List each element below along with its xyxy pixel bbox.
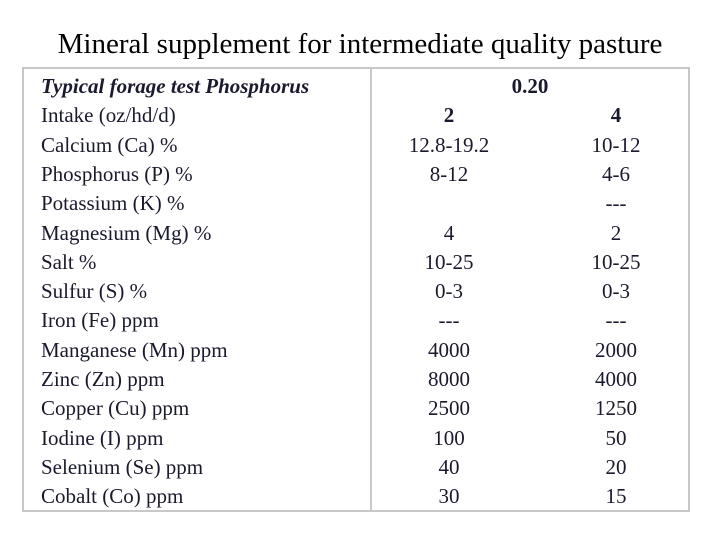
table-row: Intake (oz/hd/d) 2 4: [24, 101, 688, 130]
table-row: Sulfur (S) % 0-3 0-3: [24, 277, 688, 306]
row-label: Phosphorus (P) %: [41, 160, 193, 189]
table-row: Salt % 10-25 10-25: [24, 248, 688, 277]
row-label: Copper (Cu) ppm: [41, 394, 189, 423]
table-row: Selenium (Se) ppm 40 20: [24, 453, 688, 482]
row-value-b: 2000: [546, 336, 686, 365]
table-row: Potassium (K) % ---: [24, 189, 688, 218]
row-value-a: 2: [379, 101, 519, 130]
row-value-a: 10-25: [379, 248, 519, 277]
row-value-a: 8000: [379, 365, 519, 394]
table-row: Phosphorus (P) % 8-12 4-6: [24, 160, 688, 189]
row-value-b: 50: [546, 424, 686, 453]
row-value-b: 20: [546, 453, 686, 482]
row-label: Selenium (Se) ppm: [41, 453, 203, 482]
table-row: Zinc (Zn) ppm 8000 4000: [24, 365, 688, 394]
row-value-b: 4-6: [546, 160, 686, 189]
row-label: Zinc (Zn) ppm: [41, 365, 165, 394]
row-value-b: 4: [546, 101, 686, 130]
row-value-b: 10-12: [546, 131, 686, 160]
row-value-a: 8-12: [379, 160, 519, 189]
table-row: Iron (Fe) ppm --- ---: [24, 306, 688, 335]
row-value-a: 40: [379, 453, 519, 482]
row-label: Salt %: [41, 248, 96, 277]
row-value-b: 1250: [546, 394, 686, 423]
row-label: Calcium (Ca) %: [41, 131, 177, 160]
row-value-a: 12.8-19.2: [379, 131, 519, 160]
row-label: Sulfur (S) %: [41, 277, 147, 306]
row-value-b: ---: [546, 306, 686, 335]
row-label: Magnesium (Mg) %: [41, 219, 211, 248]
row-label: Iron (Fe) ppm: [41, 306, 159, 335]
row-value-a: 100: [379, 424, 519, 453]
row-value-a: 30: [379, 482, 519, 511]
row-value-b: ---: [546, 189, 686, 218]
row-label: Cobalt (Co) ppm: [41, 482, 183, 511]
row-value-b: 0-3: [546, 277, 686, 306]
supplement-table: Typical forage test Phosphorus 0.20 Inta…: [22, 67, 690, 512]
row-value-b: 2: [546, 219, 686, 248]
row-label: Manganese (Mn) ppm: [41, 336, 228, 365]
table-row: Calcium (Ca) % 12.8-19.2 10-12: [24, 131, 688, 160]
row-label: Iodine (I) ppm: [41, 424, 163, 453]
header-label: Typical forage test Phosphorus: [41, 72, 309, 101]
table-row: Magnesium (Mg) % 4 2: [24, 219, 688, 248]
row-value-a: 0-3: [379, 277, 519, 306]
row-value-b: 10-25: [546, 248, 686, 277]
table-row: Iodine (I) ppm 100 50: [24, 424, 688, 453]
table-row: Manganese (Mn) ppm 4000 2000: [24, 336, 688, 365]
row-label: Intake (oz/hd/d): [41, 101, 176, 130]
row-label: Potassium (K) %: [41, 189, 185, 218]
table-row: Copper (Cu) ppm 2500 1250: [24, 394, 688, 423]
page-title: Mineral supplement for intermediate qual…: [0, 26, 720, 62]
row-value-a: 4: [379, 219, 519, 248]
row-value-a: 4000: [379, 336, 519, 365]
row-value-b: 15: [546, 482, 686, 511]
row-value-b: 4000: [546, 365, 686, 394]
header-value: 0.20: [372, 72, 688, 101]
row-value-a: 2500: [379, 394, 519, 423]
row-value-a: ---: [379, 306, 519, 335]
table-header-row: Typical forage test Phosphorus 0.20: [24, 72, 688, 101]
table-row: Cobalt (Co) ppm 30 15: [24, 482, 688, 511]
